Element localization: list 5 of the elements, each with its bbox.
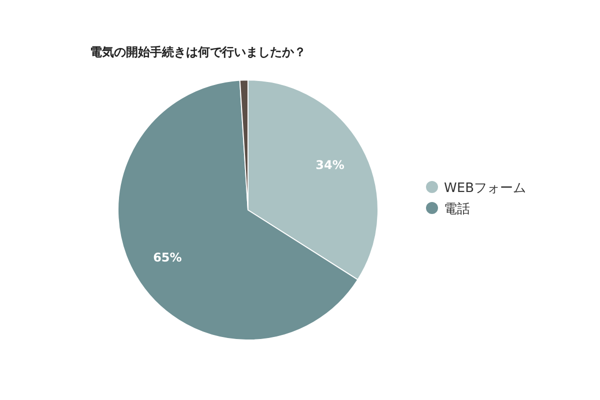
legend-label: WEBフォーム (444, 181, 526, 196)
data-label: 34% (316, 158, 344, 172)
chart-title: 電気の開始手続きは何で行いましたか？ (90, 45, 306, 59)
data-label: 65% (153, 250, 182, 265)
legend-label: 電話 (444, 202, 470, 217)
